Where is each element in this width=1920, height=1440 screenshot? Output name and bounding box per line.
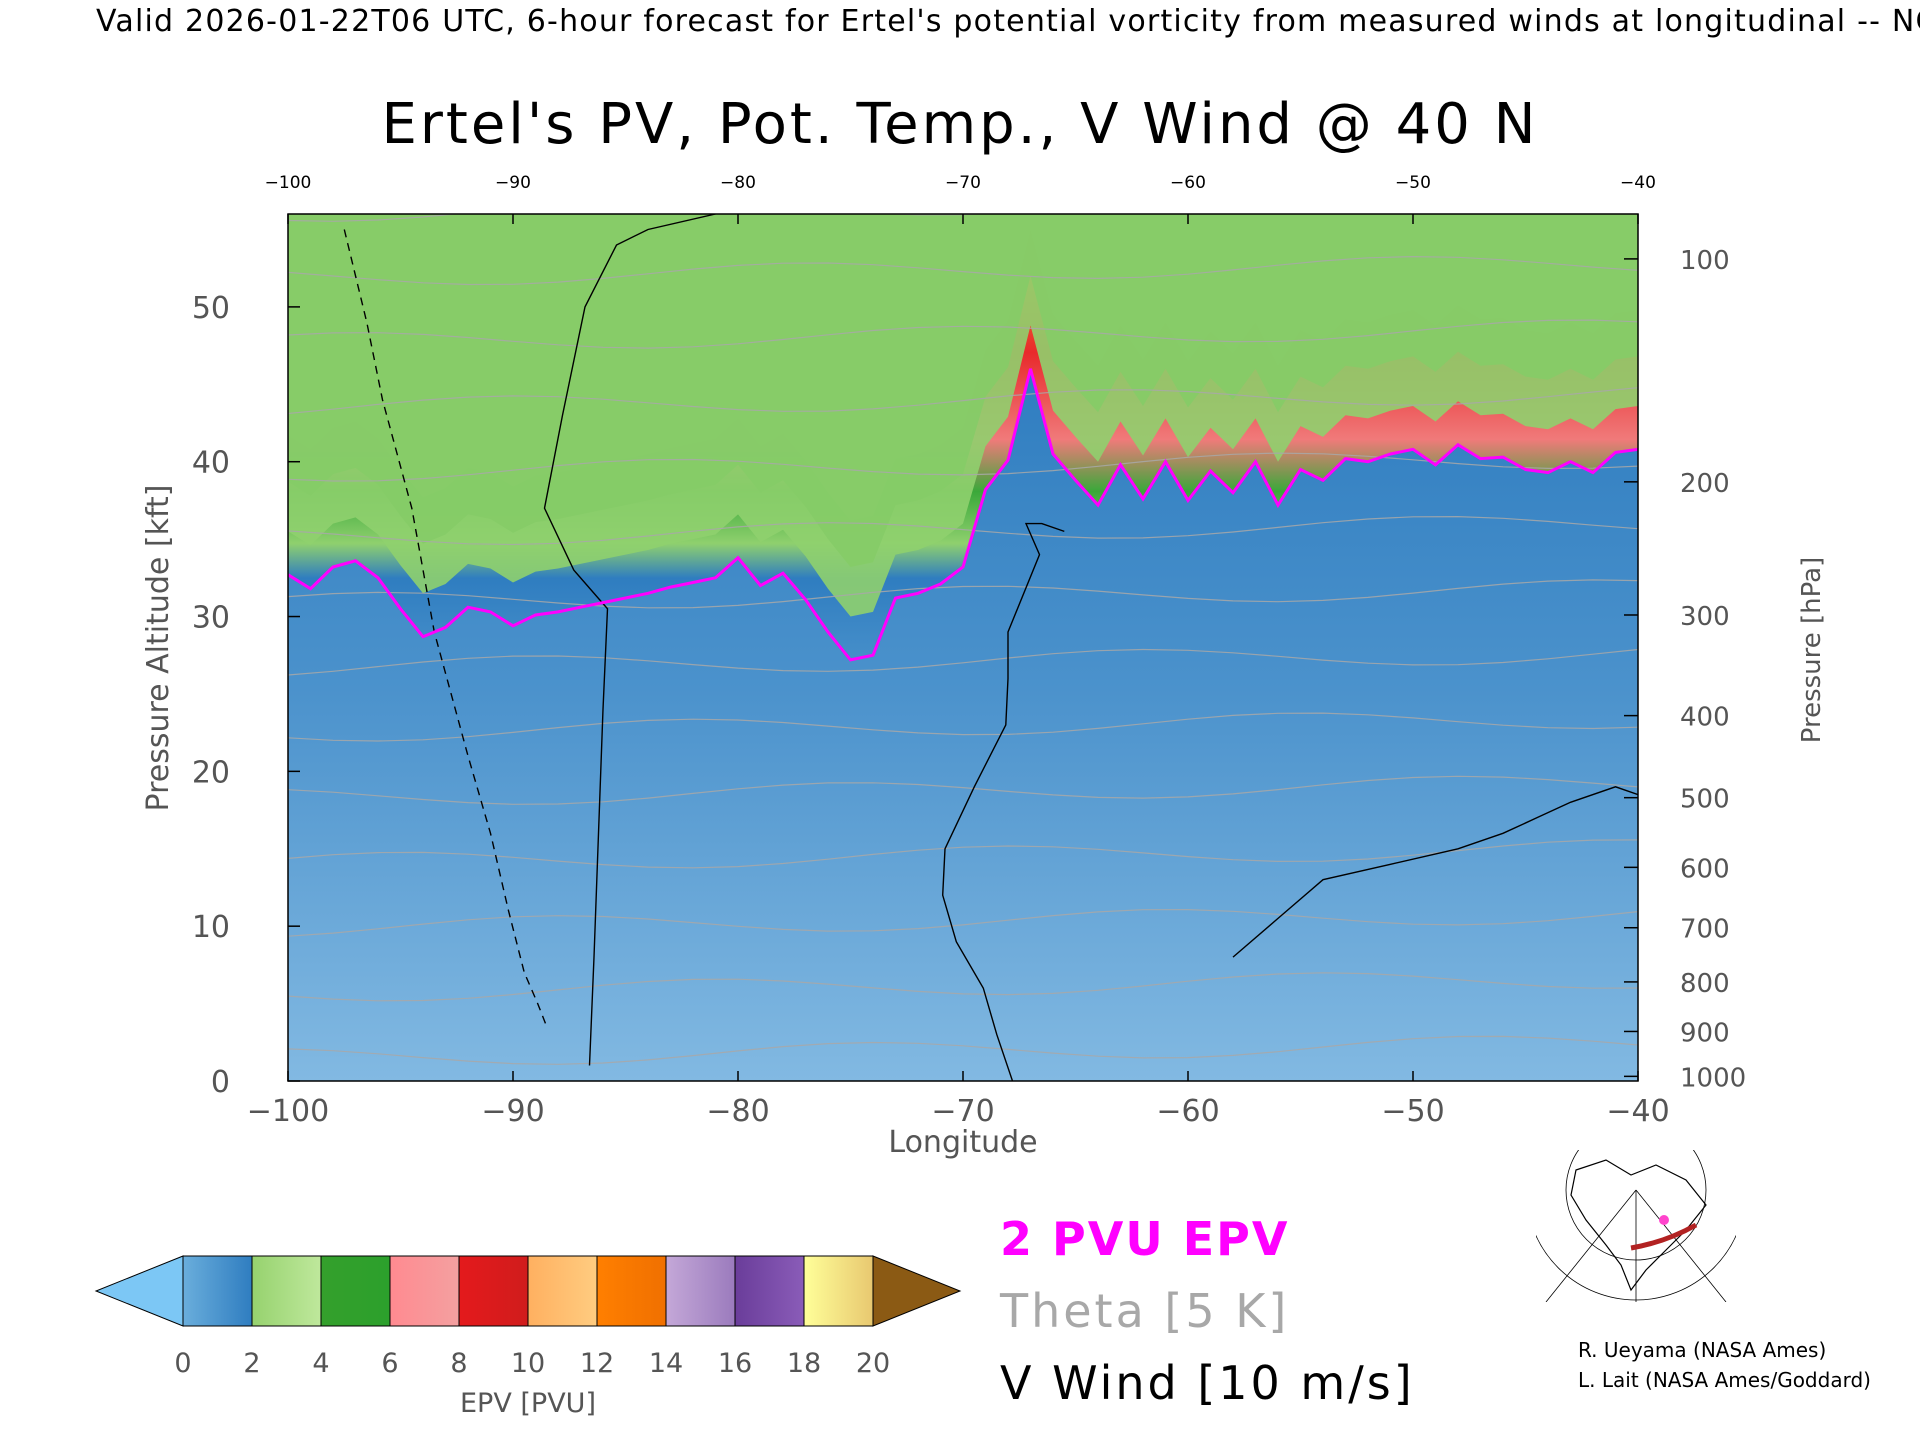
legend-pv-line: 2 PVU EPV [1000,1212,1290,1266]
pressure-tick-label: 800 [1680,969,1730,999]
pressure-tick-label: 300 [1680,602,1730,632]
y-tick-label: 20 [192,755,230,790]
colorbar-tick-label: 12 [580,1348,614,1379]
colorbar-segment [665,1255,736,1327]
colorbar-tick-label: 14 [649,1348,683,1379]
colorbar-tick-label: 6 [381,1348,398,1379]
colorbar-label: EPV [PVU] [460,1388,596,1419]
top-x-tick-label: −40 [1620,173,1656,193]
colorbar-tick-label: 4 [312,1348,329,1379]
x-tick-label: −90 [481,1094,544,1129]
forecast-header-line: Valid 2026-01-22T06 UTC, 6-hour forecast… [96,4,1920,39]
x-tick-label: −100 [247,1094,329,1129]
pressure-tick-label: 500 [1680,785,1730,815]
chart-title: Ertel's PV, Pot. Temp., V Wind @ 40 N [381,92,1539,157]
theta-contour-line [288,839,1638,869]
y-tick-label: 30 [192,601,230,636]
theta-contour-line [288,387,1638,415]
pressure-tick-label: 700 [1680,915,1730,945]
pv-2pvu-contour [288,368,1638,662]
colorbar: 0 2 4 6 8 10 12 14 16 18 20 [94,1255,962,1379]
top-x-tick-label: −80 [720,173,756,193]
theta-contour-line [288,126,1638,152]
colorbar-over-arrow [872,1255,962,1327]
x-tick-label: −60 [1156,1094,1219,1129]
colorbar-segment [458,1255,529,1327]
x-tick-label: −50 [1381,1094,1444,1129]
vwind-contour-line [543,214,716,1066]
legend-wind-line: V Wind [10 m/s] [1000,1356,1415,1410]
y-tick-label: 10 [192,910,230,945]
theta-contour-line [288,452,1638,482]
theta-contour-line [288,1035,1638,1065]
vwind-contour-line [343,229,548,1028]
x-tick-label: −80 [706,1094,769,1129]
map-transect-path [1630,1222,1698,1251]
colorbar-tick-label: 16 [718,1348,752,1379]
x-tick-label: −70 [931,1094,994,1129]
colorbar-segment [527,1255,598,1327]
theta-contour-line [288,255,1638,286]
colorbar-tick-label: 2 [243,1348,260,1379]
top-x-tick-label: −90 [495,173,531,193]
pressure-tick-label: 100 [1680,246,1730,276]
colorbar-segment [182,1255,253,1327]
colorbar-tick-label: 0 [174,1348,191,1379]
pressure-tick-label: 400 [1680,703,1730,733]
colorbar-tick-label: 10 [511,1348,545,1379]
theta-contours [288,126,1638,1065]
colorbar-tick-label: 8 [450,1348,467,1379]
colorbar-segment [320,1255,391,1327]
colorbar-segment [734,1255,805,1327]
top-x-tick-label: −100 [265,173,312,193]
theta-contour-line [288,775,1638,805]
vwind-contour-line [1232,786,1638,958]
map-meridian [1545,1189,1637,1302]
credit-line-2: L. Lait (NASA Ames/Goddard) [1578,1368,1871,1392]
y-axis-label: Pressure Altitude [kft] [141,485,176,812]
axes: −100 −100 −90 −90 −80 −80 −70 −70 −60 −60 −50 −50 −4… [192,173,1746,1129]
colorbar-tick-label: 18 [787,1348,821,1379]
vwind-contours [343,214,1638,1081]
top-x-tick-label: −70 [945,173,981,193]
pressure-tick-label: 200 [1680,469,1730,499]
theta-contour-line [288,908,1638,937]
theta-contour-line [288,648,1638,676]
top-x-tick-label: −50 [1395,173,1431,193]
epv-color-bands [288,214,1638,617]
epv-band [288,214,1638,617]
colorbar-segment [389,1255,460,1327]
theta-contour-line [288,515,1638,546]
theta-contour-line [288,972,1638,1002]
colorbar-tick-label: 20 [856,1348,890,1379]
y-tick-label: 50 [192,291,230,326]
pressure-tick-label: 600 [1680,854,1730,884]
credit-line-1: R. Ueyama (NASA Ames) [1578,1338,1827,1362]
theta-contour-line [288,712,1638,742]
theta-contour-line [288,319,1638,349]
map-forecast-marker [1659,1215,1669,1225]
y2-axis-label: Pressure [hPa] [1797,557,1827,744]
pressure-tick-label: 900 [1680,1018,1730,1048]
colorbar-segment [251,1255,322,1327]
y-tick-label: 40 [192,446,230,481]
y-tick-label: 0 [211,1065,230,1100]
vwind-contour-line [941,522,1065,1081]
x-axis-label: Longitude [888,1125,1037,1160]
map-coastline [1570,1159,1707,1292]
epv-field-troposphere [288,368,1638,1081]
theta-contour-line [288,579,1638,609]
locator-map [1536,1150,1736,1302]
colorbar-segment [803,1255,874,1327]
pressure-tick-label: 1000 [1680,1063,1746,1093]
colorbar-segment [596,1255,667,1327]
x-tick-label: −40 [1606,1094,1669,1129]
colorbar-under-arrow [94,1255,184,1327]
map-meridian [1635,1189,1727,1302]
top-x-tick-label: −60 [1170,173,1206,193]
legend-theta-line: Theta [5 K] [1000,1284,1290,1338]
